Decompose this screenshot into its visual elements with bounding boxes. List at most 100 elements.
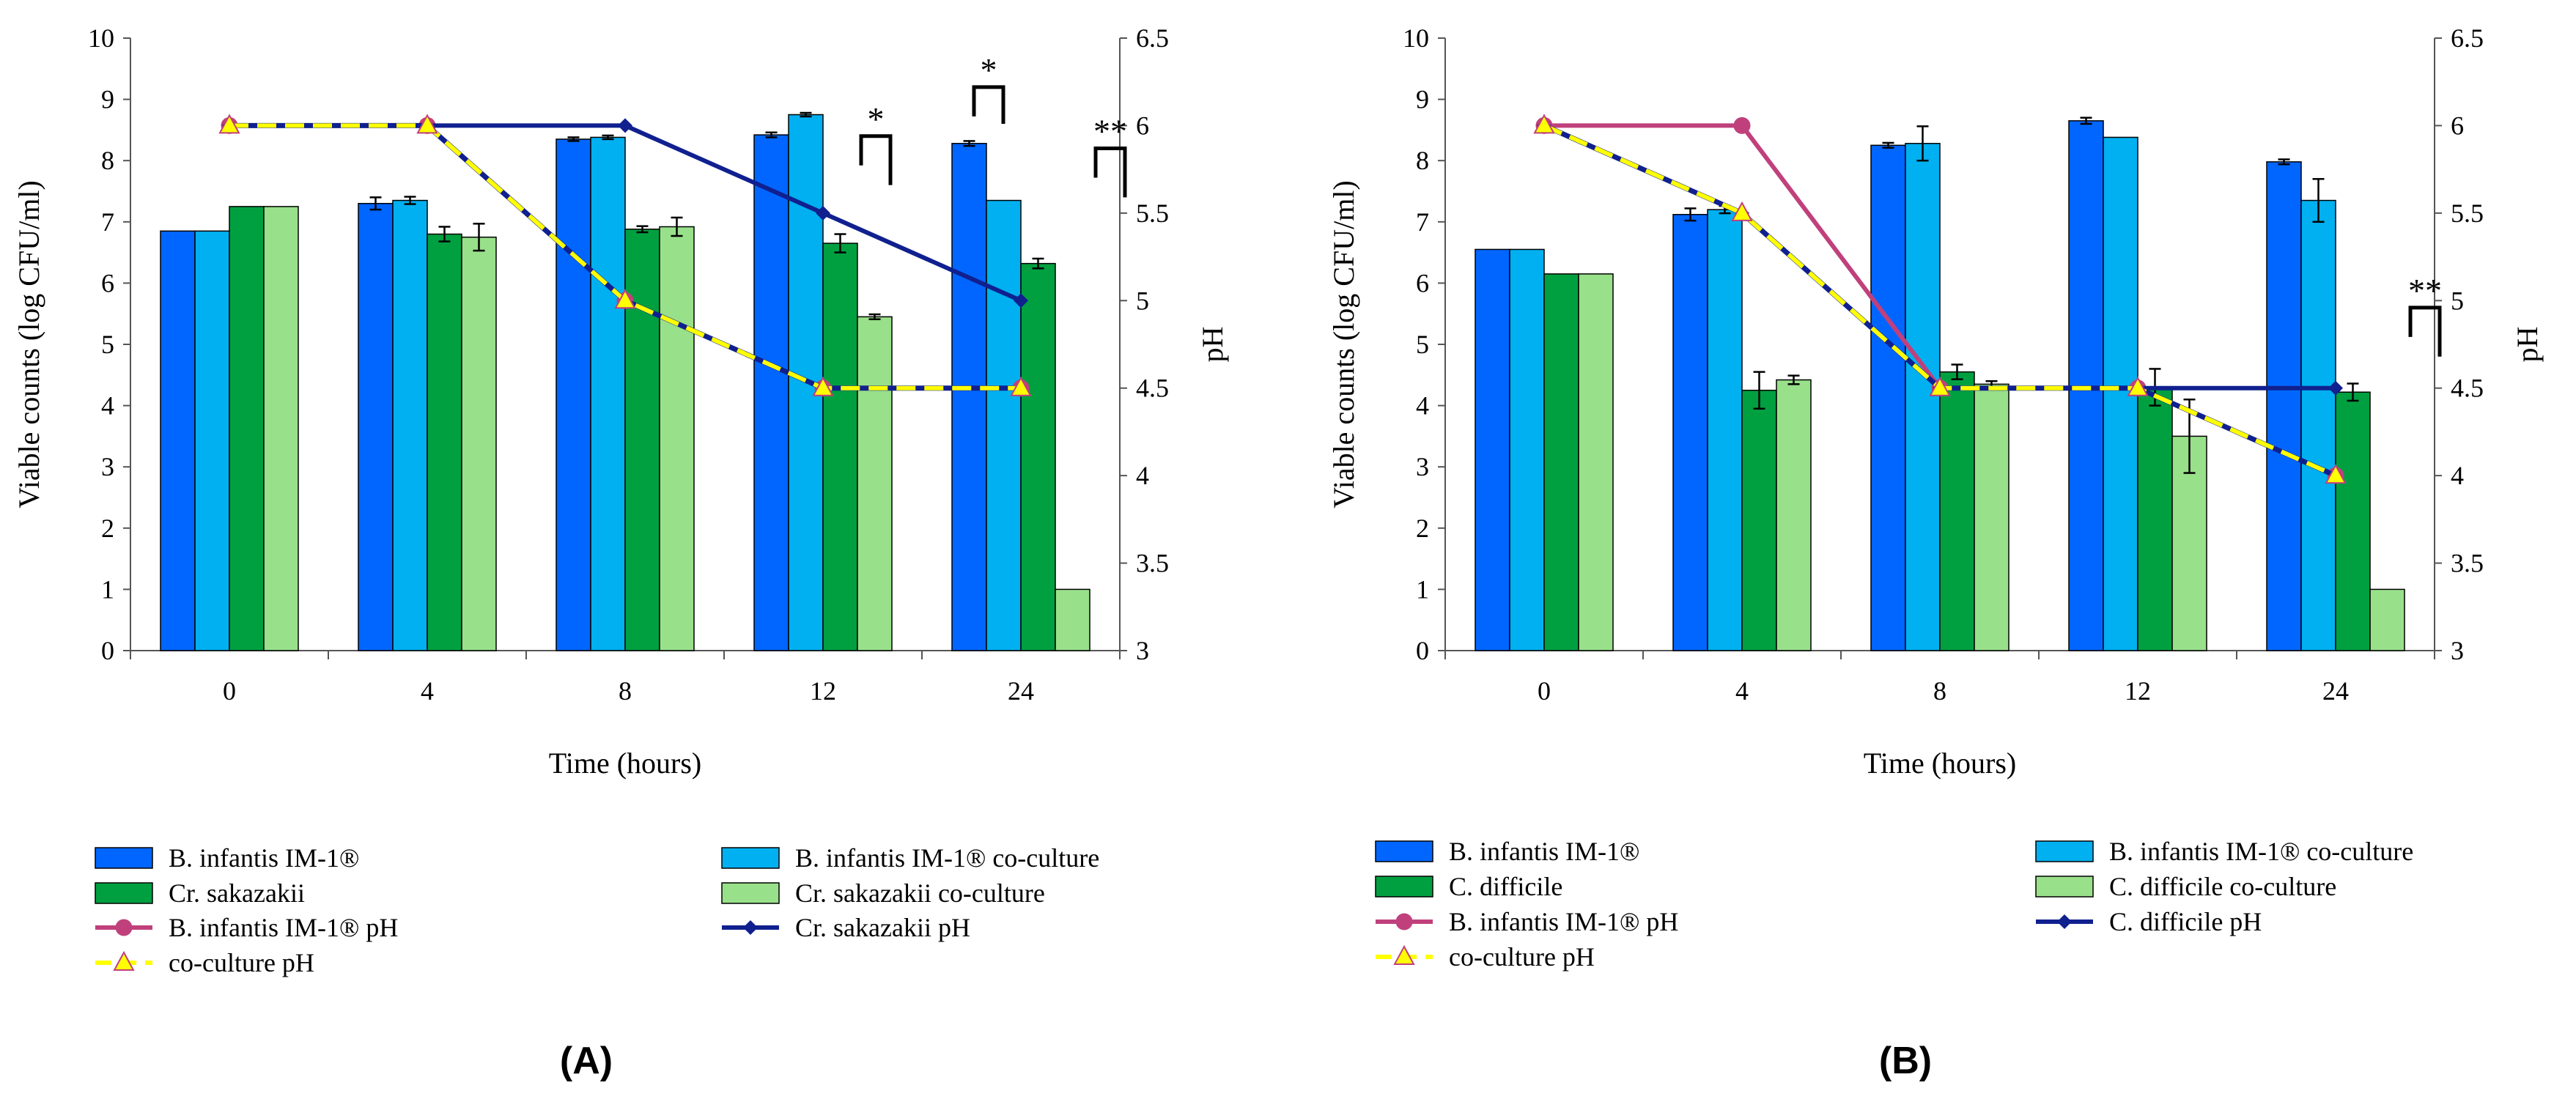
legend-marker [115, 919, 133, 936]
x-tick-label: 0 [1538, 676, 1551, 706]
legend-swatch [2035, 876, 2094, 898]
y-tick-label: 0 [101, 636, 114, 665]
bar [358, 202, 394, 651]
bar [1578, 273, 1614, 651]
y2-tick-label: 5 [1136, 286, 1149, 315]
bar [1543, 273, 1579, 651]
ph-point [812, 376, 834, 396]
y-tick-label: 8 [1416, 146, 1429, 175]
ph-point [1733, 116, 1751, 134]
x-tick-label: 24 [1008, 676, 1034, 706]
y-tick-label: 4 [1416, 391, 1429, 421]
y-tick-label: 6 [1416, 268, 1429, 297]
bar [2369, 588, 2405, 651]
significance-label: ** [2408, 272, 2442, 309]
y2-tick-label: 3.5 [2451, 549, 2484, 578]
bar [1509, 248, 1545, 651]
legend-marker [2057, 914, 2072, 929]
x-tick-label: 4 [1735, 676, 1749, 706]
bar [2335, 391, 2371, 651]
y2-tick-label: 5.5 [2451, 199, 2484, 228]
bar [1776, 379, 1812, 651]
bar [1741, 389, 1777, 651]
y2-tick-label: 3 [2451, 636, 2464, 665]
y2-tick-label: 4.5 [1136, 374, 1169, 403]
y-tick-label: 4 [101, 391, 114, 421]
x-axis-title: Time (hours) [1864, 747, 2017, 780]
x-axis-title: Time (hours) [549, 747, 702, 780]
y-tick-label: 1 [101, 574, 114, 604]
bar [590, 136, 626, 651]
y-tick-label: 7 [101, 207, 114, 237]
ph-point [1929, 376, 1951, 396]
bar [2266, 161, 2302, 651]
y2-tick-label: 6.5 [2451, 23, 2484, 53]
ph-point [1014, 293, 1028, 308]
bar [556, 138, 591, 651]
y2-tick-label: 6 [1136, 111, 1149, 140]
ph-point [816, 205, 830, 221]
legend-label: co-culture pH [1449, 942, 1595, 972]
ph-point [2325, 464, 2347, 484]
y2-axis-title: pH [1196, 327, 1229, 363]
y2-tick-label: 3.5 [1136, 549, 1169, 578]
bar [1475, 248, 1510, 651]
y-tick-label: 10 [1403, 23, 1429, 53]
y-tick-label: 5 [1416, 330, 1429, 359]
y-tick-label: 8 [101, 146, 114, 175]
y2-tick-label: 4 [1136, 461, 1149, 490]
y-tick-label: 6 [101, 268, 114, 297]
ph-point [2328, 380, 2343, 396]
legend-swatch [95, 847, 153, 869]
ph-point [1731, 201, 1753, 221]
bar [2137, 386, 2173, 651]
bar [229, 206, 265, 651]
y-axis-title: Viable counts (log CFU/ml) [1327, 180, 1360, 508]
bar [1974, 383, 2009, 651]
legend-label: B. infantis IM-1® [169, 843, 359, 873]
bar [1939, 371, 1975, 651]
ph-point [416, 114, 438, 134]
legend-label: Cr. sakazakii co-culture [795, 878, 1045, 908]
y2-tick-label: 5 [2451, 286, 2464, 315]
bar [951, 143, 987, 651]
bar [753, 134, 789, 651]
significance-label: * [981, 51, 997, 89]
y2-tick-label: 5.5 [1136, 199, 1169, 228]
x-tick-label: 12 [2125, 676, 2151, 706]
bar [1905, 143, 1941, 651]
y-tick-label: 2 [101, 514, 114, 543]
legend-label: B. infantis IM-1® [1449, 837, 1639, 866]
y-tick-label: 2 [1416, 514, 1429, 543]
bar [160, 230, 196, 651]
y-tick-label: 1 [1416, 574, 1429, 604]
x-tick-label: 12 [810, 676, 836, 706]
legend-marker [113, 950, 135, 971]
panel-caption: (A) [560, 1040, 613, 1082]
bar [194, 230, 230, 651]
bar [1870, 144, 1906, 651]
y-tick-label: 3 [1416, 452, 1429, 481]
legend-label: Cr. sakazakii pH [795, 913, 970, 942]
ph-point [2127, 376, 2149, 396]
legend-label: C. difficile pH [2109, 907, 2262, 936]
legend-label: B. infantis IM-1® pH [1449, 907, 1678, 936]
legend-label: B. infantis IM-1® co-culture [2109, 837, 2413, 866]
bar [461, 236, 497, 651]
legend-swatch [95, 882, 153, 904]
ph-point [218, 114, 240, 134]
x-tick-label: 4 [421, 676, 434, 706]
y-tick-label: 9 [101, 85, 114, 114]
y-tick-label: 3 [101, 452, 114, 481]
y-tick-label: 7 [1416, 207, 1429, 237]
legend-marker [1395, 913, 1413, 930]
legend-label: B. infantis IM-1® co-culture [795, 843, 1099, 873]
y2-tick-label: 4 [2451, 461, 2464, 490]
bar [1020, 262, 1056, 651]
bar [822, 243, 858, 651]
y-axis-title: Viable counts (log CFU/ml) [12, 180, 45, 508]
y2-tick-label: 4.5 [2451, 374, 2484, 403]
